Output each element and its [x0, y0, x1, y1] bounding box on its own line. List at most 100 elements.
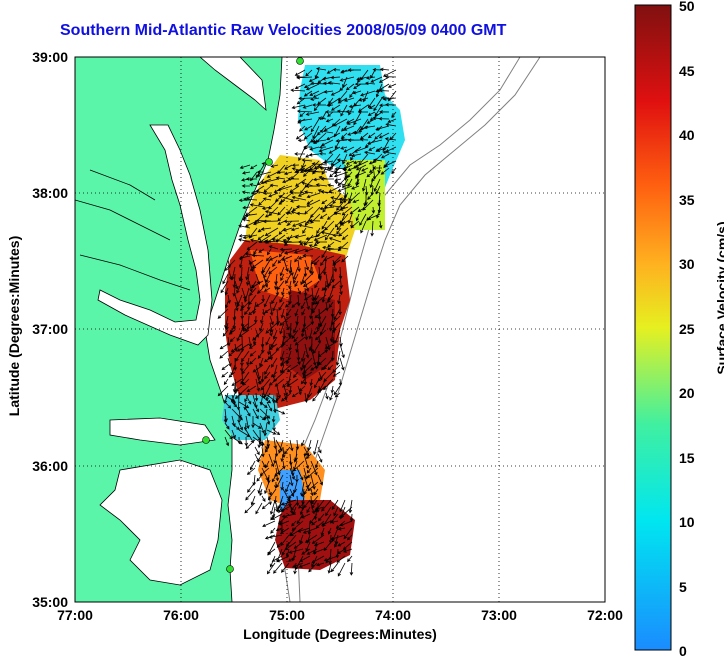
velocity-arrow: [258, 234, 272, 243]
velocity-arrow: [313, 234, 328, 241]
velocity-arrow: [265, 336, 271, 346]
velocity-arrow: [311, 520, 318, 526]
velocity-arrow: [290, 502, 298, 511]
velocity-arrow: [336, 227, 342, 235]
velocity-arrow: [303, 499, 311, 509]
velocity-arrow: [271, 513, 283, 520]
velocity-arrow: [248, 259, 257, 265]
velocity-arrow: [232, 308, 237, 321]
velocity-arrow: [268, 245, 279, 250]
velocity-arrow: [326, 69, 334, 74]
velocity-arrow: [224, 259, 236, 271]
velocity-arrow: [304, 329, 308, 341]
velocity-arrow: [260, 227, 272, 231]
velocity-arrow: [337, 562, 346, 577]
velocity-arrow: [360, 90, 376, 97]
velocity-arrow: [327, 294, 334, 303]
velocity-arrow: [291, 104, 306, 110]
velocity-arrow: [312, 125, 320, 140]
velocity-arrow: [280, 506, 290, 512]
velocity-arrow: [297, 192, 307, 197]
velocity-arrow: [299, 164, 314, 173]
velocity-arrow: [337, 241, 349, 252]
velocity-arrow: [341, 255, 349, 263]
velocity-arrow: [330, 153, 341, 167]
velocity-arrow: [248, 308, 257, 316]
velocity-arrow: [314, 329, 327, 341]
velocity-arrow: [285, 273, 292, 285]
velocity-arrow: [325, 118, 334, 123]
velocity-arrow: [324, 220, 335, 231]
velocity-arrow: [271, 394, 276, 404]
velocity-arrow: [299, 111, 306, 118]
velocity-arrow: [305, 184, 321, 188]
velocity-arrow: [288, 385, 293, 394]
velocity-arrow: [295, 164, 307, 173]
velocity-arrow: [268, 206, 279, 216]
velocity-arrow: [309, 90, 320, 96]
velocity-arrow: [241, 184, 251, 188]
velocity-arrow: [263, 408, 268, 421]
velocity-arrow: [313, 488, 319, 496]
velocity-arrow: [337, 185, 353, 192]
velocity-arrow: [317, 116, 327, 121]
velocity-arrow: [332, 371, 341, 377]
velocity-arrow: [340, 220, 349, 226]
velocity-arrow: [339, 197, 349, 201]
velocity-arrow: [300, 439, 305, 447]
velocity-arrow: [351, 153, 362, 158]
velocity-arrow: [310, 266, 314, 276]
velocity-arrow: [305, 220, 314, 224]
velocity-arrow: [255, 364, 261, 380]
velocity-arrow: [347, 192, 360, 204]
velocity-arrow: [333, 211, 342, 215]
velocity-arrow: [257, 287, 264, 294]
colorbar-tick: 30: [679, 256, 695, 272]
velocity-arrow: [280, 350, 285, 361]
velocity-arrow: [293, 562, 297, 575]
velocity-arrow: [352, 164, 360, 169]
velocity-arrow: [306, 192, 321, 199]
velocity-arrow: [245, 429, 254, 444]
velocity-arrow: [308, 259, 313, 274]
velocity-arrow: [333, 118, 348, 127]
velocity-arrow: [296, 294, 301, 307]
velocity-arrow: [261, 259, 271, 274]
velocity-arrow: [310, 81, 327, 86]
velocity-arrow: [334, 180, 349, 187]
velocity-arrow: [320, 139, 334, 147]
velocity-arrow: [243, 197, 258, 201]
velocity-arrow: [290, 227, 300, 232]
velocity-arrow: [224, 429, 233, 440]
velocity-arrow: [327, 81, 341, 85]
velocity-arrow: [272, 301, 278, 312]
velocity-arrow: [281, 336, 292, 346]
velocity-arrow: [356, 178, 360, 186]
velocity-arrow: [332, 67, 341, 72]
velocity-arrow: [387, 83, 397, 88]
velocity-arrow: [228, 329, 236, 335]
velocity-arrow: [337, 294, 341, 305]
velocity-arrow: [373, 178, 381, 192]
velocity-arrow: [341, 125, 348, 132]
velocity-arrow: [328, 97, 334, 105]
velocity-arrow: [281, 364, 292, 373]
velocity-arrow: [334, 534, 339, 545]
velocity-arrow: [263, 287, 271, 292]
velocity-arrow: [279, 294, 285, 303]
velocity-arrow: [255, 273, 261, 285]
velocity-arrow: [317, 453, 323, 463]
velocity-arrow: [303, 90, 313, 97]
velocity-arrow: [244, 502, 256, 514]
velocity-arrow: [221, 371, 229, 378]
velocity-arrow: [305, 83, 320, 91]
albemarle-sound: [109, 417, 216, 446]
velocity-arrow: [334, 541, 339, 548]
velocity-arrow: [266, 394, 278, 403]
velocity-arrow: [372, 153, 383, 164]
velocity-arrow: [267, 350, 278, 360]
velocity-arrow: [298, 96, 313, 101]
velocity-arrow: [259, 394, 272, 404]
velocity-arrow: [232, 385, 237, 393]
velocity-arrow: [306, 467, 312, 474]
